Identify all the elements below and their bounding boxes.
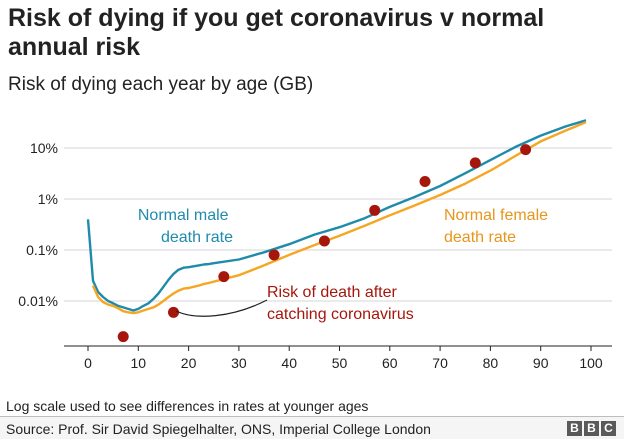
source-bar: Source: Prof. Sir David Spiegelhalter, O… (0, 416, 624, 439)
y-tick-label: 1% (38, 191, 58, 207)
male-series-label: Normal male death rate (138, 207, 233, 246)
covid-risk-point (469, 157, 481, 169)
x-axis: 0 10 20 30 40 50 60 70 80 90 100 (84, 346, 603, 371)
series-lines (86, 119, 587, 315)
x-tick-label: 70 (432, 355, 448, 371)
bbc-logo-letter: C (601, 421, 616, 436)
y-tick-label: 0.1% (26, 242, 58, 258)
x-tick-label: 50 (332, 355, 348, 371)
annotation-leader-line (175, 299, 268, 317)
covid-risk-point (218, 271, 230, 283)
covid-risk-point (369, 204, 381, 216)
bbc-logo: B B C (567, 421, 616, 436)
x-tick-label: 80 (483, 355, 499, 371)
x-tick-label: 30 (231, 355, 247, 371)
female-series-label: Normal female death rate (444, 207, 552, 246)
covid-series-label: Risk of death after catching coronavirus (267, 284, 414, 323)
x-tick-label: 60 (382, 355, 398, 371)
chart-area: 0.01% 0.1% 1% 10% 0 10 20 30 40 50 60 70 80 90 100 No… (18, 119, 612, 371)
x-tick-label: 100 (579, 355, 603, 371)
footnote: Log scale used to see differences in rat… (6, 398, 369, 414)
covid-risk-point (520, 144, 532, 156)
grid-lines (64, 147, 612, 302)
male-death-rate-line (86, 119, 587, 312)
source-text: Source: Prof. Sir David Spiegelhalter, O… (6, 421, 431, 437)
x-tick-label: 40 (281, 355, 297, 371)
coronavirus-points (117, 144, 532, 343)
covid-risk-point (419, 176, 431, 188)
covid-risk-point (318, 235, 330, 247)
x-tick-label: 10 (131, 355, 147, 371)
y-axis: 0.01% 0.1% 1% 10% (18, 140, 58, 309)
y-tick-label: 0.01% (18, 293, 58, 309)
y-tick-label: 10% (30, 140, 58, 156)
bbc-logo-letter: B (567, 421, 582, 436)
covid-risk-point (117, 331, 129, 343)
x-tick-label: 20 (181, 355, 197, 371)
chart-subtitle: Risk of dying each year by age (GB) (8, 74, 314, 95)
female-death-rate-line (91, 121, 587, 315)
x-tick-label: 0 (84, 355, 92, 371)
chart-title: Risk of dying if you get coronavirus v n… (8, 4, 545, 61)
bbc-logo-letter: B (584, 421, 599, 436)
x-tick-label: 90 (533, 355, 549, 371)
covid-risk-point (268, 249, 280, 261)
covid-risk-point (168, 306, 180, 318)
